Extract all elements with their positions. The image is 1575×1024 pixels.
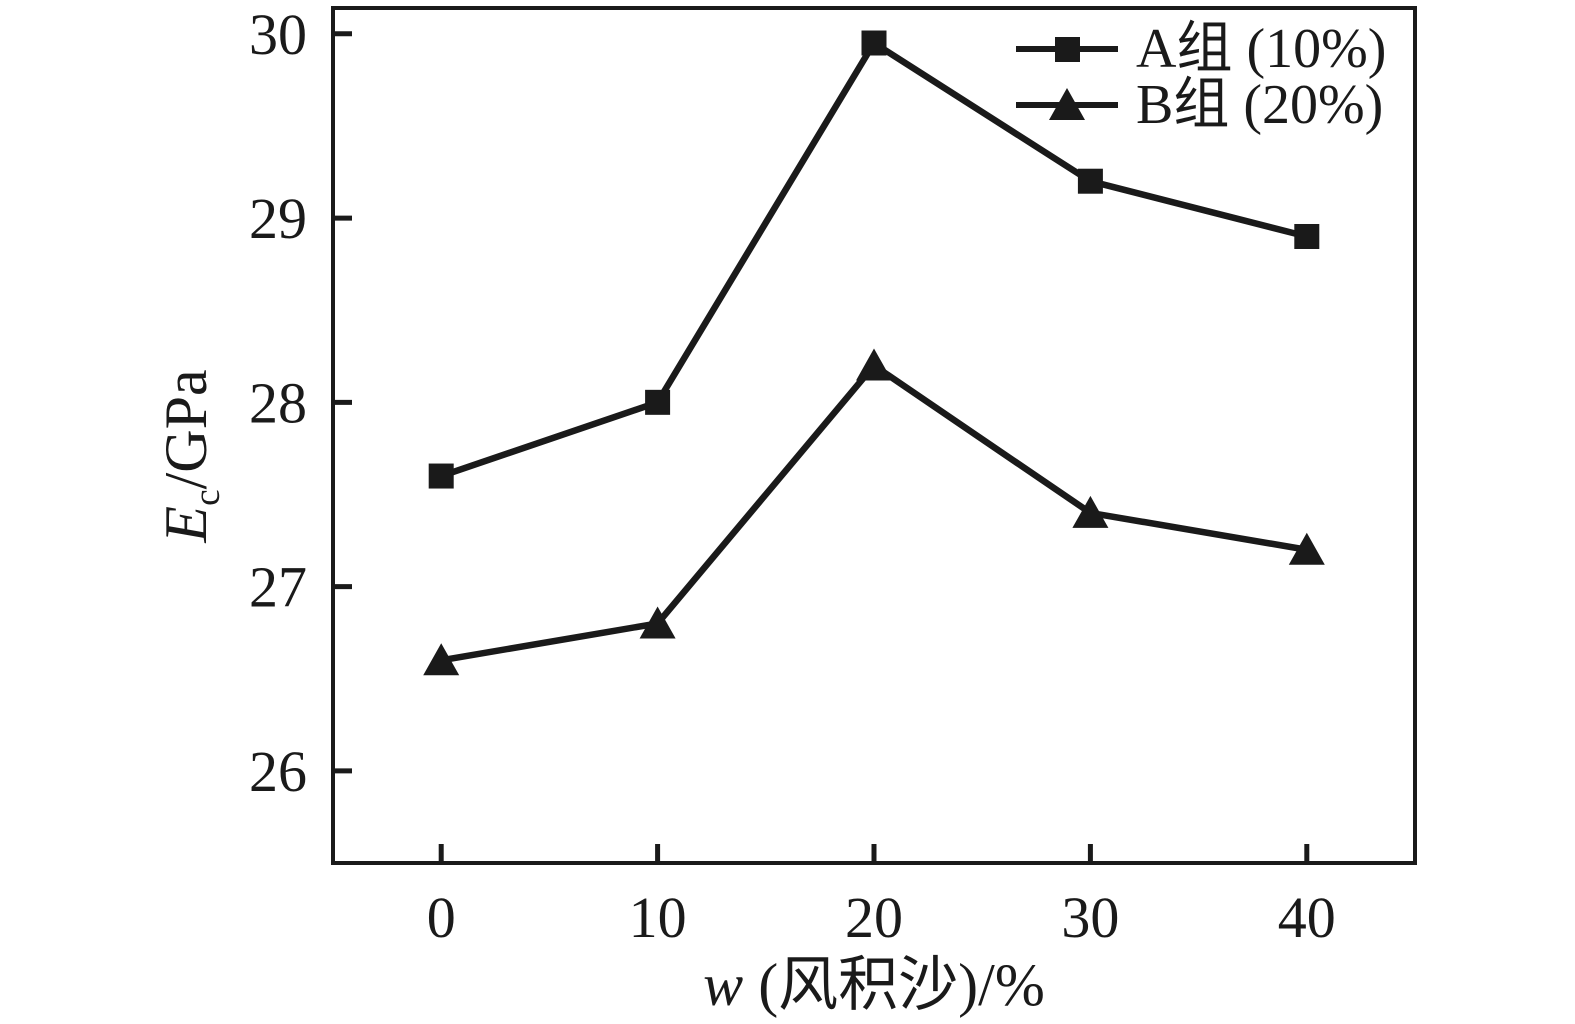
series-b-marker-triangle [1072,495,1109,528]
y-tick-label: 30 [249,2,307,67]
x-axis-title-symbol: w [703,952,744,1018]
series-b-marker-triangle [423,643,460,676]
legend: A组 (10%) B组 (20%) [1016,21,1386,133]
x-tick-label: 0 [427,885,456,950]
y-axis-title-unit: /GPa [153,369,219,490]
legend-swatch-square [1016,32,1118,66]
x-tick-label: 40 [1278,885,1336,950]
legend-item-series-a: A组 (10%) [1016,21,1386,77]
series-b-marker-triangle [1288,532,1325,565]
triangle-marker-icon [1049,88,1085,120]
y-tick-label: 27 [249,555,307,620]
x-tick-label: 30 [1061,885,1119,950]
legend-item-series-b: B组 (20%) [1016,77,1386,133]
legend-swatch-triangle [1016,88,1118,122]
square-marker-icon [1054,36,1080,62]
series-a-marker-square [1294,223,1320,249]
y-axis-title-symbol: E [153,505,219,543]
series-b-marker-triangle [856,348,892,381]
y-tick-label: 29 [249,186,307,251]
y-tick-label: 28 [249,370,307,435]
y-axis-title-subscript: c [187,489,228,506]
x-tick-label: 10 [629,885,687,950]
legend-label-series-a: A组 (10%) [1136,18,1387,80]
y-tick-label: 26 [249,739,307,804]
series-b-line [440,361,1308,664]
plot-border [331,6,1417,865]
y-axis-title: Ec/GPa [153,369,228,543]
x-tick-label: 20 [845,885,903,950]
series-a-marker-square [861,30,887,56]
series-a-marker-square [645,389,671,415]
series-a-marker-square [1077,168,1103,194]
legend-label-series-b: B组 (20%) [1136,74,1384,136]
series-a-marker-square [428,463,454,489]
series-b-marker-triangle [639,606,676,639]
x-axis-title-unit: (风积沙)/% [743,952,1045,1018]
x-axis-title: w (风积沙)/% [703,955,1045,1015]
